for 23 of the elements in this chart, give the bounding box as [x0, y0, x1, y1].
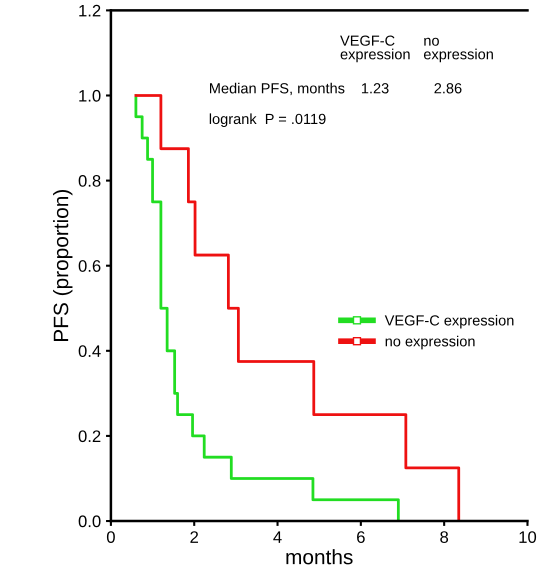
x-tick-label: 0: [106, 531, 115, 543]
y-tick-label: 1.2: [79, 4, 100, 16]
y-tick-label: 0.4: [78, 345, 101, 358]
annotation: VEGF-C expression: [340, 35, 410, 62]
annotation: 1.23: [362, 83, 389, 94]
annotation: 2.86: [434, 83, 462, 94]
y-tick-label: 0.8: [78, 175, 100, 187]
x-tick-label: 4: [273, 531, 282, 543]
y-tick-label: 0.2: [78, 430, 100, 442]
annotation: no expression: [424, 38, 493, 62]
x-tick-label: 2: [190, 531, 198, 543]
annotation: Median PFS, months: [210, 82, 344, 96]
annotation: logrank P = .0119: [210, 113, 326, 127]
x-tick-label: 8: [440, 531, 448, 543]
y-tick-label: 0.6: [78, 260, 100, 272]
legend-label: no expression: [386, 336, 475, 350]
y-tick-label: 1.0: [79, 90, 101, 102]
y-tick-label: 0.0: [78, 515, 101, 528]
legend-label: VEGF-C expression: [384, 314, 514, 328]
x-tick-label: 6: [357, 531, 365, 543]
y-axis-title: PFS (proportion): [53, 190, 72, 341]
x-axis-title: months: [286, 549, 353, 564]
x-tick-label: 10: [519, 531, 536, 543]
